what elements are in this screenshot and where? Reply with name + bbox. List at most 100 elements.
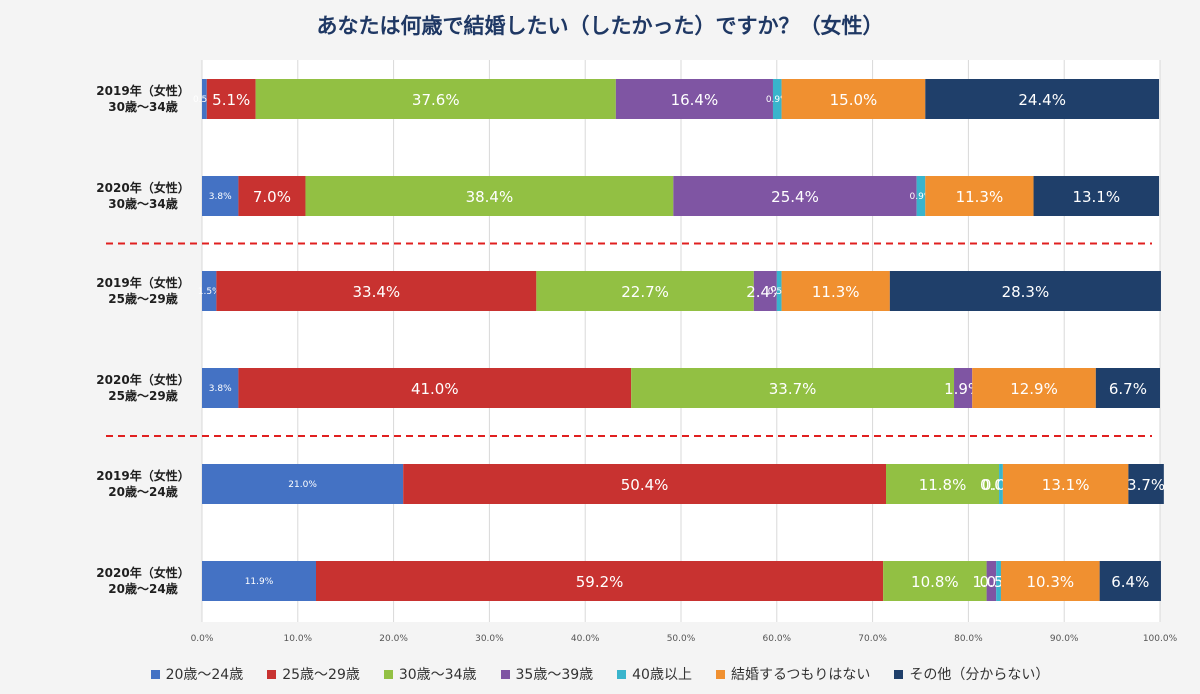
legend-item: 結婚するつもりはない <box>715 664 871 684</box>
legend-item: 35歳～39歳 <box>500 664 594 684</box>
bar-row: 21.0%50.4%11.8%0.0%0.0%13.1%3.7% <box>202 464 1165 504</box>
x-tick-label: 0.0% <box>191 634 214 644</box>
bar-segment <box>206 79 256 119</box>
bar-segment <box>615 79 773 119</box>
x-tick-label: 80.0% <box>954 634 983 644</box>
category-label: 25歳～29歳 <box>108 291 177 306</box>
data-label: 41.0% <box>411 380 459 398</box>
legend-swatch <box>500 669 510 679</box>
data-label: 13.1% <box>1072 188 1120 206</box>
bar-segment <box>986 561 997 601</box>
bar-segment <box>202 464 404 504</box>
x-tick-label: 20.0% <box>379 634 408 644</box>
bar-segment <box>1099 561 1161 601</box>
legend-label: 35歳～39歳 <box>515 667 594 683</box>
data-label: 50.4% <box>621 476 669 494</box>
data-label: 37.6% <box>412 91 460 109</box>
bar-segment <box>916 176 926 216</box>
x-tick-label: 30.0% <box>475 634 504 644</box>
bar-segment <box>1000 561 1100 601</box>
chart-legend: 20歳～24歳 25歳～29歳 30歳～34歳 35歳～39歳 40歳以上 結婚するつもり… <box>0 664 1200 684</box>
category-label: 20歳～24歳 <box>108 484 177 499</box>
data-label: 22.7% <box>621 283 669 301</box>
legend-swatch <box>267 669 277 679</box>
bar-segment <box>889 271 1161 311</box>
data-label: 25.4% <box>771 188 819 206</box>
bar-segment <box>772 79 782 119</box>
category-label: 2020年（女性） <box>96 180 189 195</box>
data-label: 13.1% <box>1042 476 1090 494</box>
legend-swatch <box>894 669 904 679</box>
legend-item: 25歳～29歳 <box>267 664 360 684</box>
bar-segment <box>996 561 1001 601</box>
data-label: 11.9% <box>245 577 274 587</box>
bar-segment <box>972 368 1096 408</box>
category-label: 30歳～34歳 <box>108 196 177 211</box>
category-label: 2019年（女性） <box>96 83 189 98</box>
bar-row: 3.8% 41.0% 33.7% 1.9% 12.9% 6.7% <box>202 368 1160 408</box>
bar-segment <box>631 368 955 408</box>
data-label: 6.7% <box>1109 380 1147 398</box>
data-label: 15.0% <box>830 91 878 109</box>
data-label: 11.8% <box>919 476 967 494</box>
bar-segment <box>1033 176 1160 216</box>
bar-segment <box>305 176 674 216</box>
data-label: 11.3% <box>956 188 1004 206</box>
category-label: 2019年（女性） <box>96 275 189 290</box>
bar-row: 1.5% 33.4% 22.7% 2.4%0.5% 11.3% 28.3% <box>198 271 1161 311</box>
legend-swatch <box>383 669 393 679</box>
legend-swatch <box>150 669 160 679</box>
x-tick-label: 100.0% <box>1143 634 1178 644</box>
bar-segment <box>883 561 987 601</box>
data-label: 10.3% <box>1026 573 1074 591</box>
bar-segment <box>238 368 632 408</box>
bar-segment <box>202 79 207 119</box>
bar-segment <box>925 176 1034 216</box>
bar-segment <box>781 79 926 119</box>
data-label: 10.8% <box>911 573 959 591</box>
legend-label: 30歳～34歳 <box>398 667 477 683</box>
legend-label: 結婚するつもりはない <box>730 667 871 683</box>
data-label: 16.4% <box>671 91 719 109</box>
data-label: 5.1% <box>212 91 250 109</box>
data-label: 33.4% <box>353 283 401 301</box>
bar-segment <box>403 464 887 504</box>
bar-segment <box>673 176 917 216</box>
bar-segment <box>202 561 317 601</box>
bar-segment <box>781 271 890 311</box>
bar-segment <box>202 176 239 216</box>
chart-title: あなたは何歳で結婚したい（したかった）ですか？（女性） <box>316 14 884 38</box>
bar-segment <box>886 464 1000 504</box>
bar-segment <box>202 271 217 311</box>
data-label: 11.3% <box>812 283 860 301</box>
bar-segment <box>753 271 777 311</box>
data-label: 6.4% <box>1111 573 1149 591</box>
bar-segment <box>202 368 239 408</box>
bar-row: 0.5%5.1% 37.6% 16.4% 0.9% 15.0% 24.4% <box>193 79 1160 119</box>
data-label: 28.3% <box>1002 283 1050 301</box>
category-label: 2019年（女性） <box>96 468 189 483</box>
data-label: 59.2% <box>576 573 624 591</box>
bar-row: 3.8% 7.0% 38.4% 25.4% 0.9% 11.3% 13.1% <box>202 176 1160 216</box>
data-label: 1.5% <box>198 287 221 297</box>
category-label: 2020年（女性） <box>96 565 189 580</box>
legend-swatch <box>715 669 725 679</box>
data-label: 12.9% <box>1010 380 1058 398</box>
bar-segment <box>776 271 782 311</box>
x-tick-label: 50.0% <box>667 634 696 644</box>
data-label: 7.0% <box>253 188 291 206</box>
bar-segment <box>1128 464 1164 504</box>
legend-label: 25歳～29歳 <box>282 667 360 683</box>
category-label: 20歳～24歳 <box>108 581 177 596</box>
data-label: 3.8% <box>209 384 232 394</box>
x-tick-label: 40.0% <box>571 634 600 644</box>
bar-segment <box>1002 464 1129 504</box>
legend-item: 20歳～24歳 <box>150 664 243 684</box>
data-label: 2.4% <box>746 283 784 301</box>
bar-segment <box>536 271 754 311</box>
category-label: 30歳～34歳 <box>108 99 177 114</box>
legend-swatch <box>617 669 627 679</box>
bar-segment <box>316 561 884 601</box>
legend-label: 40歳以上 <box>632 667 692 683</box>
bar-row: 11.9% 59.2% 10.8% 1.0%0.5% 10.3% 6.4% <box>202 561 1161 601</box>
